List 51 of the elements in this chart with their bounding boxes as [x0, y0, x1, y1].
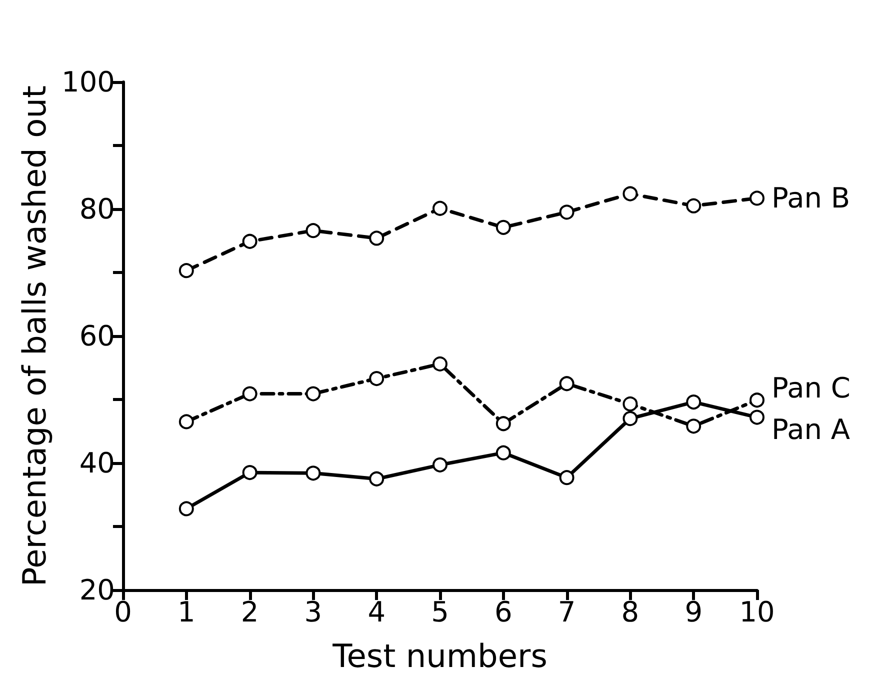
point [559, 376, 574, 392]
point [750, 410, 764, 425]
x-tick-label: 9 [684, 596, 703, 628]
point [432, 200, 448, 216]
x-tick-label: 8 [621, 596, 640, 628]
y-tick-label: 80 [79, 192, 115, 226]
point [750, 392, 764, 408]
point [750, 190, 764, 206]
x-tick-label: 3 [304, 596, 322, 628]
x-tick-label: 6 [494, 596, 512, 628]
y-tick-label: 20 [79, 574, 115, 606]
point [686, 198, 702, 214]
series-label: Pan C [772, 372, 850, 405]
point [432, 356, 448, 372]
series-label: Pan A [772, 412, 850, 446]
point [622, 186, 638, 202]
point [432, 457, 448, 472]
point [242, 465, 258, 480]
x-tick-label: 10 [739, 596, 775, 628]
point [496, 416, 511, 432]
x-tick-label: 0 [114, 596, 132, 628]
point [306, 223, 321, 238]
point [369, 471, 384, 486]
y-tick-label: 100 [62, 66, 115, 98]
point [178, 501, 194, 516]
point [242, 386, 258, 402]
y-tick-label: 40 [79, 446, 115, 480]
y-tick-label: 60 [79, 320, 115, 352]
point [559, 470, 574, 486]
point [178, 414, 194, 430]
point [496, 220, 511, 235]
point [686, 394, 702, 410]
x-tick-label: 4 [368, 596, 386, 628]
x-tick-label: 7 [558, 596, 576, 628]
point [496, 445, 511, 460]
point [369, 230, 384, 246]
point [559, 204, 574, 220]
x-tick-label: 2 [240, 596, 259, 628]
x-axis-title: Test numbers [332, 637, 548, 675]
y-axis-title: Percentage of balls washed out [16, 85, 54, 587]
point [622, 411, 638, 426]
point [178, 263, 194, 278]
point [242, 234, 258, 249]
point [306, 466, 321, 481]
x-tick-label: 5 [431, 596, 449, 628]
point [306, 386, 321, 402]
x-tick-label: 1 [177, 596, 196, 628]
point [622, 396, 638, 412]
series-label: Pan B [772, 182, 850, 215]
point [369, 371, 384, 386]
point [686, 418, 702, 434]
